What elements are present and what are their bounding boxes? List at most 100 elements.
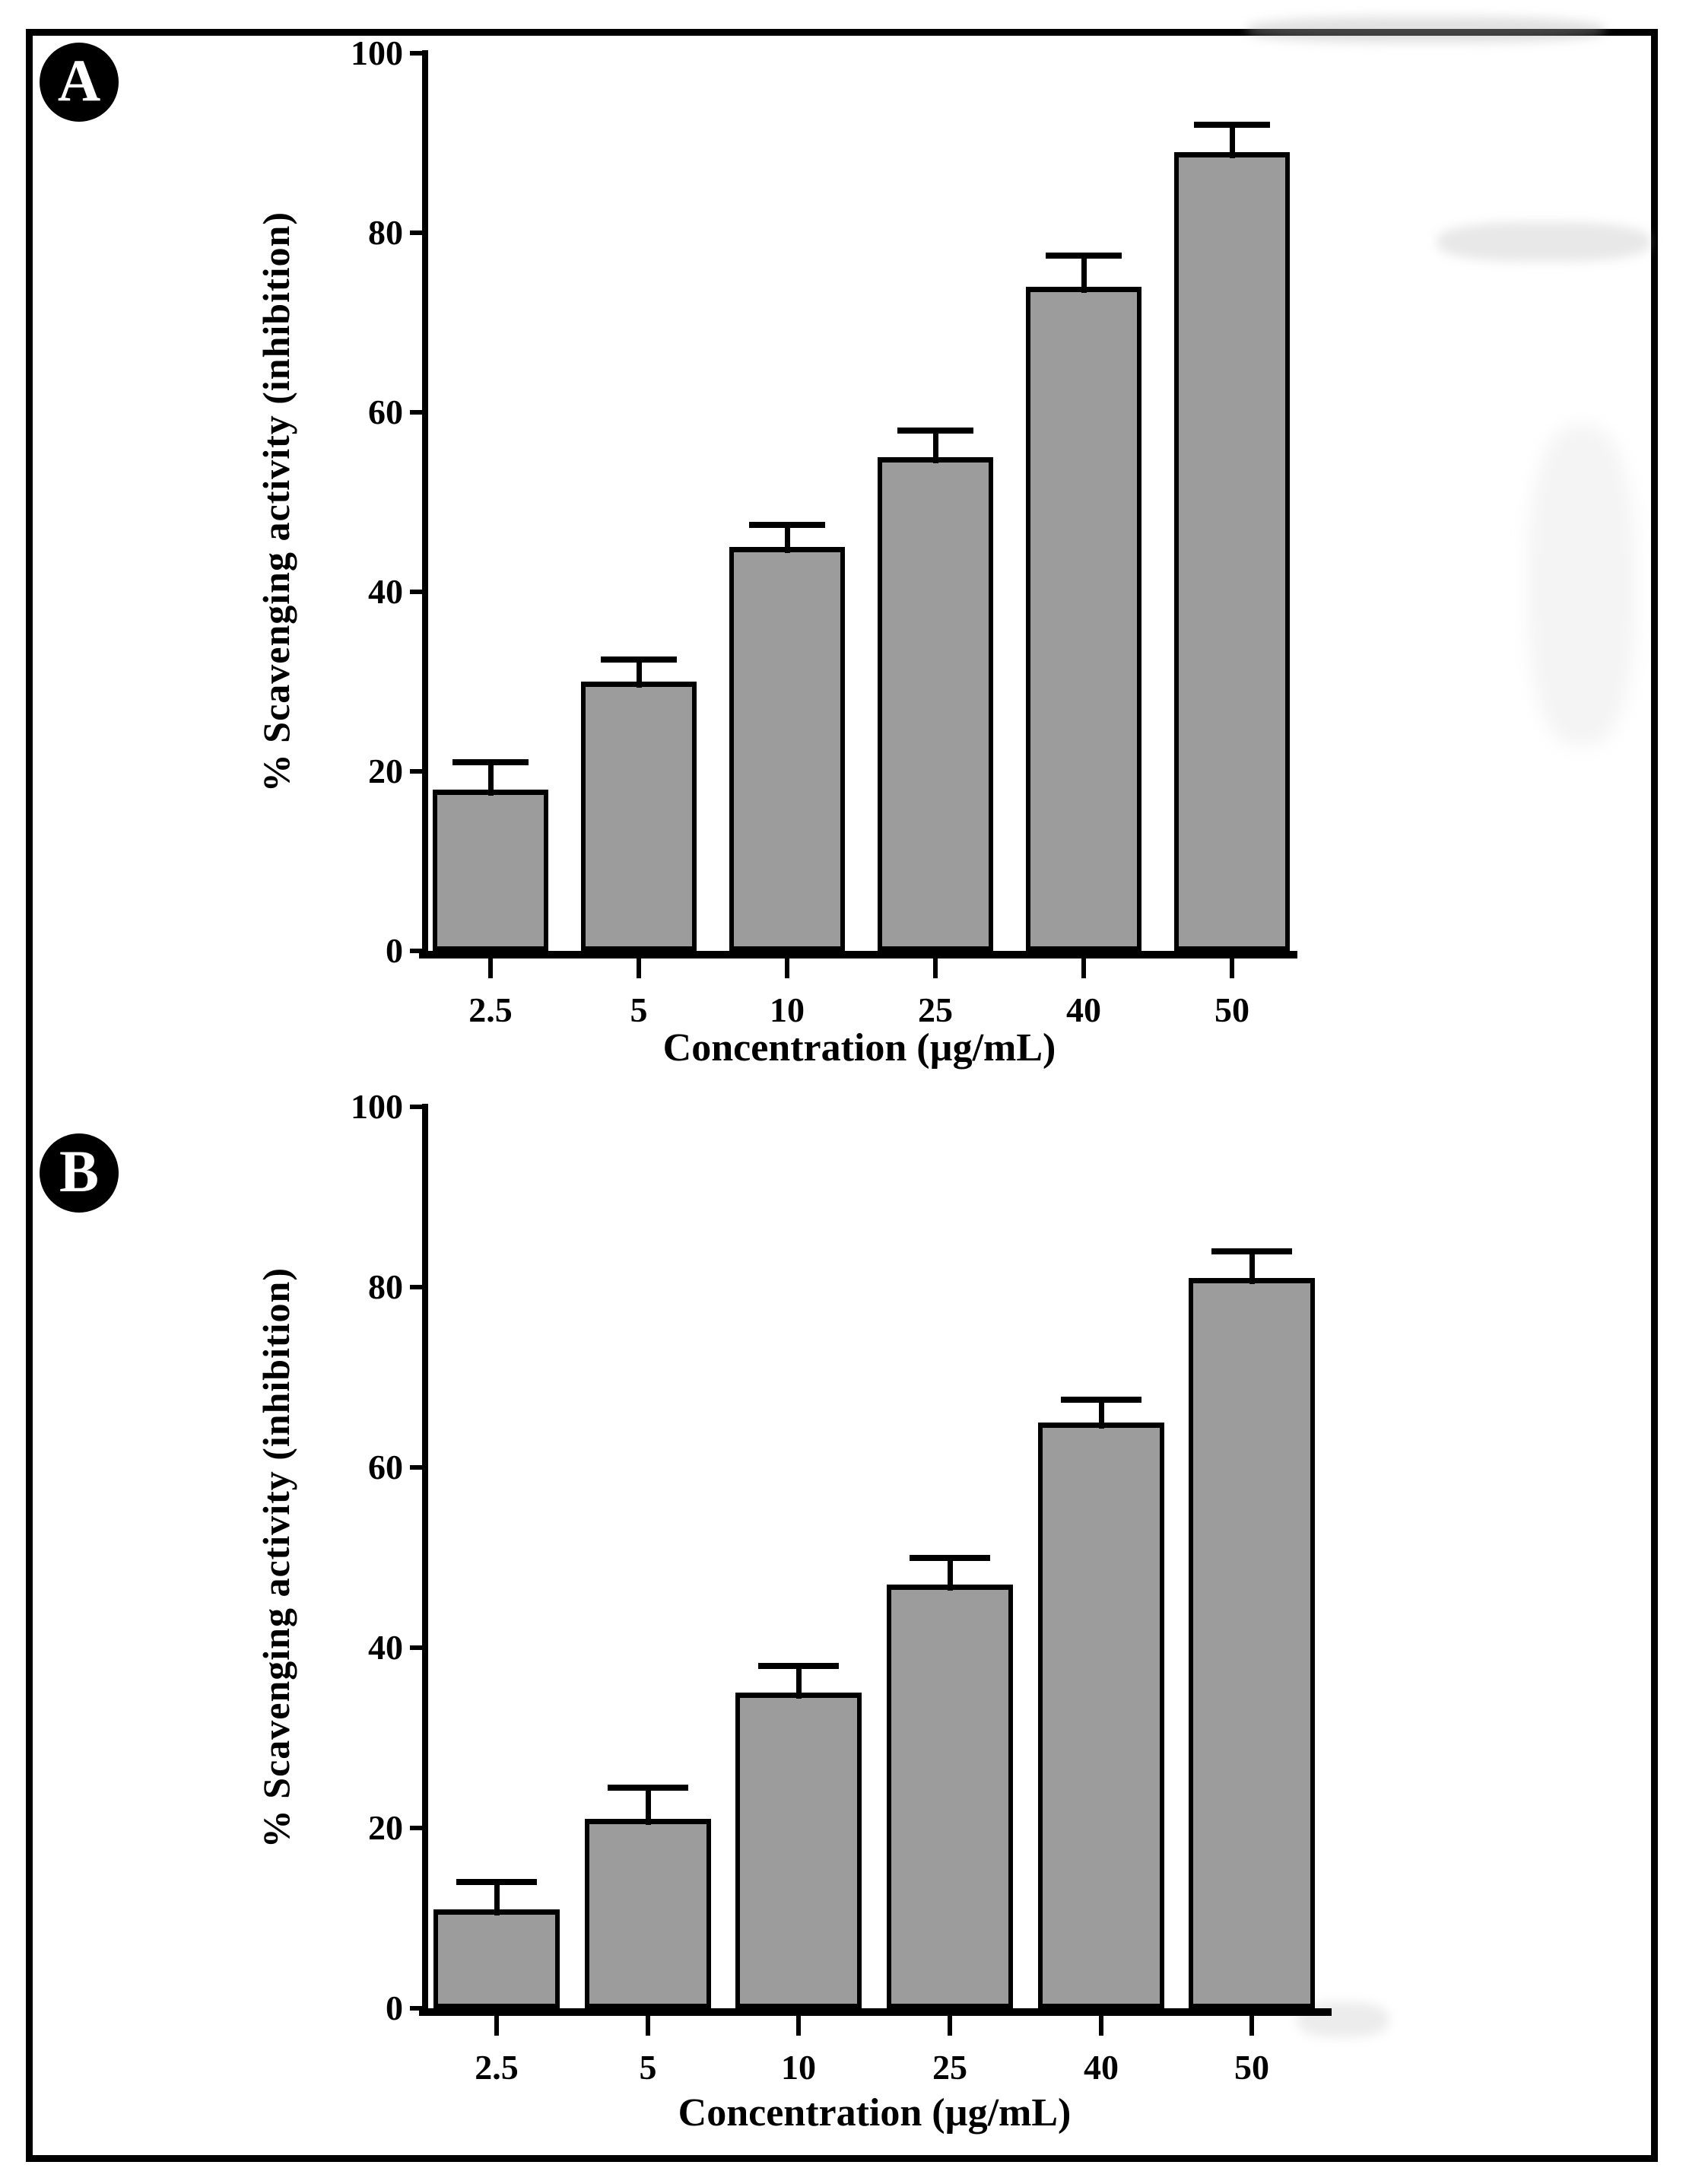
x-axis-line-a [419,951,1297,958]
y-tick-mark [410,1645,422,1650]
x-tick-mark [1099,2016,1103,2036]
x-tick-mark [494,2016,499,2036]
x-tick-label: 5 [630,990,648,1029]
y-axis-title-a: % Scavenging activity (inhibition) [249,53,303,951]
error-bar-cap [1211,1248,1292,1254]
x-tick-label: 5 [639,2048,657,2087]
y-axis-line-a [422,50,428,951]
error-bar-stem [494,1882,500,1915]
y-tick-mark [410,949,422,953]
y-tick-mark [410,230,422,235]
bar-A-2.5 [433,789,548,951]
x-axis-title-b: Concentration (µg/mL) [678,2091,1072,2135]
bar-B-50 [1189,1278,1315,2008]
y-axis-title-b-text: % Scavenging activity (inhibition) [255,1267,297,1849]
error-bar-stem [646,1787,651,1826]
error-bar-cap [910,1554,990,1561]
y-axis-title-a-text: % Scavenging activity (inhibition) [255,211,297,793]
error-bar-stem [1081,255,1087,293]
y-tick-label: 80 [368,213,403,252]
bar-B-40 [1038,1422,1164,2008]
y-tick-label: 0 [386,1988,403,2027]
x-axis-title-a: Concentration (µg/mL) [662,1026,1056,1070]
bar-B-10 [735,1693,862,2008]
error-bar-cap [1061,1397,1141,1404]
bar-B-2.5 [433,1909,560,2008]
panel-badge-a-letter: A [57,47,101,113]
y-tick-label: 0 [386,931,403,970]
bar-B-25 [887,1585,1013,2008]
y-tick-label: 60 [368,393,403,431]
x-tick-mark [933,958,938,978]
y-tick-label: 80 [368,1267,403,1306]
x-tick-mark [785,958,789,978]
x-tick-label: 10 [781,2048,816,2087]
panel-badge-a: A [40,43,119,122]
x-axis-line-b [419,2008,1332,2016]
x-tick-mark [637,958,641,978]
plot-A: 0 20 40 60 80 100 2.5 5 10 25 40 50 [351,34,1297,1029]
y-tick-label: 100 [351,33,403,72]
bar-A-10 [729,547,845,951]
x-tick-label: 25 [932,2048,967,2087]
bar-A-5 [581,682,697,951]
panel-badge-b-letter: B [59,1138,100,1204]
y-tick-label: 20 [368,752,403,790]
y-tick-mark [410,410,422,415]
x-tick-mark [948,2016,952,2036]
error-bar-stem [948,1557,953,1591]
x-tick-mark [796,2016,801,2036]
x-tick-label: 40 [1084,2048,1119,2087]
y-tick-mark [410,590,422,594]
error-bar-cap [1194,122,1270,129]
x-tick-label: 10 [770,990,805,1029]
error-bar-stem [796,1665,802,1699]
y-tick-mark [410,1465,422,1470]
error-bar-stem [488,762,494,796]
x-tick-mark [1249,2016,1254,2036]
plot-B: 0 20 40 60 80 100 2.5 5 10 25 40 50 [351,1088,1332,2087]
error-bar-cap [608,1784,688,1791]
error-bar-cap [1046,252,1122,259]
y-tick-label: 40 [368,1628,403,1667]
x-tick-label: 50 [1214,990,1249,1029]
error-bar-stem [933,430,938,463]
error-bar-cap [452,759,529,766]
x-tick-mark [646,2016,650,2036]
y-tick-label: 20 [368,1808,403,1847]
error-bar-cap [749,521,825,528]
error-bar-stem [785,524,790,553]
error-bar-stem [1230,125,1235,158]
x-tick-mark [1230,958,1234,978]
x-tick-mark [488,958,493,978]
x-tick-label: 40 [1066,990,1101,1029]
x-tick-label: 2.5 [468,990,513,1029]
y-tick-mark [410,1285,422,1289]
y-tick-mark [410,51,422,56]
error-bar-cap [897,427,973,434]
error-bar-stem [1099,1400,1104,1429]
x-tick-mark [1081,958,1086,978]
bar-A-50 [1174,151,1290,951]
y-tick-label: 40 [368,572,403,611]
y-tick-mark [410,2006,422,2011]
y-tick-mark [410,1105,422,1109]
x-tick-label: 50 [1234,2048,1269,2087]
x-tick-label: 2.5 [475,2048,519,2087]
y-axis-title-b: % Scavenging activity (inhibition) [249,1107,303,2008]
bar-B-5 [585,1819,711,2008]
y-tick-label: 100 [351,1087,403,1126]
error-bar-cap [456,1879,537,1886]
error-bar-stem [637,659,642,688]
error-bar-cap [758,1662,839,1669]
y-tick-mark [410,769,422,774]
x-tick-label: 25 [918,990,953,1029]
y-tick-mark [410,1826,422,1830]
bar-A-25 [878,457,993,951]
error-bar-stem [1249,1251,1255,1285]
bar-A-40 [1026,286,1141,951]
panel-badge-b: B [40,1133,119,1213]
y-axis-line-b [422,1104,428,2008]
y-tick-label: 60 [368,1448,403,1486]
